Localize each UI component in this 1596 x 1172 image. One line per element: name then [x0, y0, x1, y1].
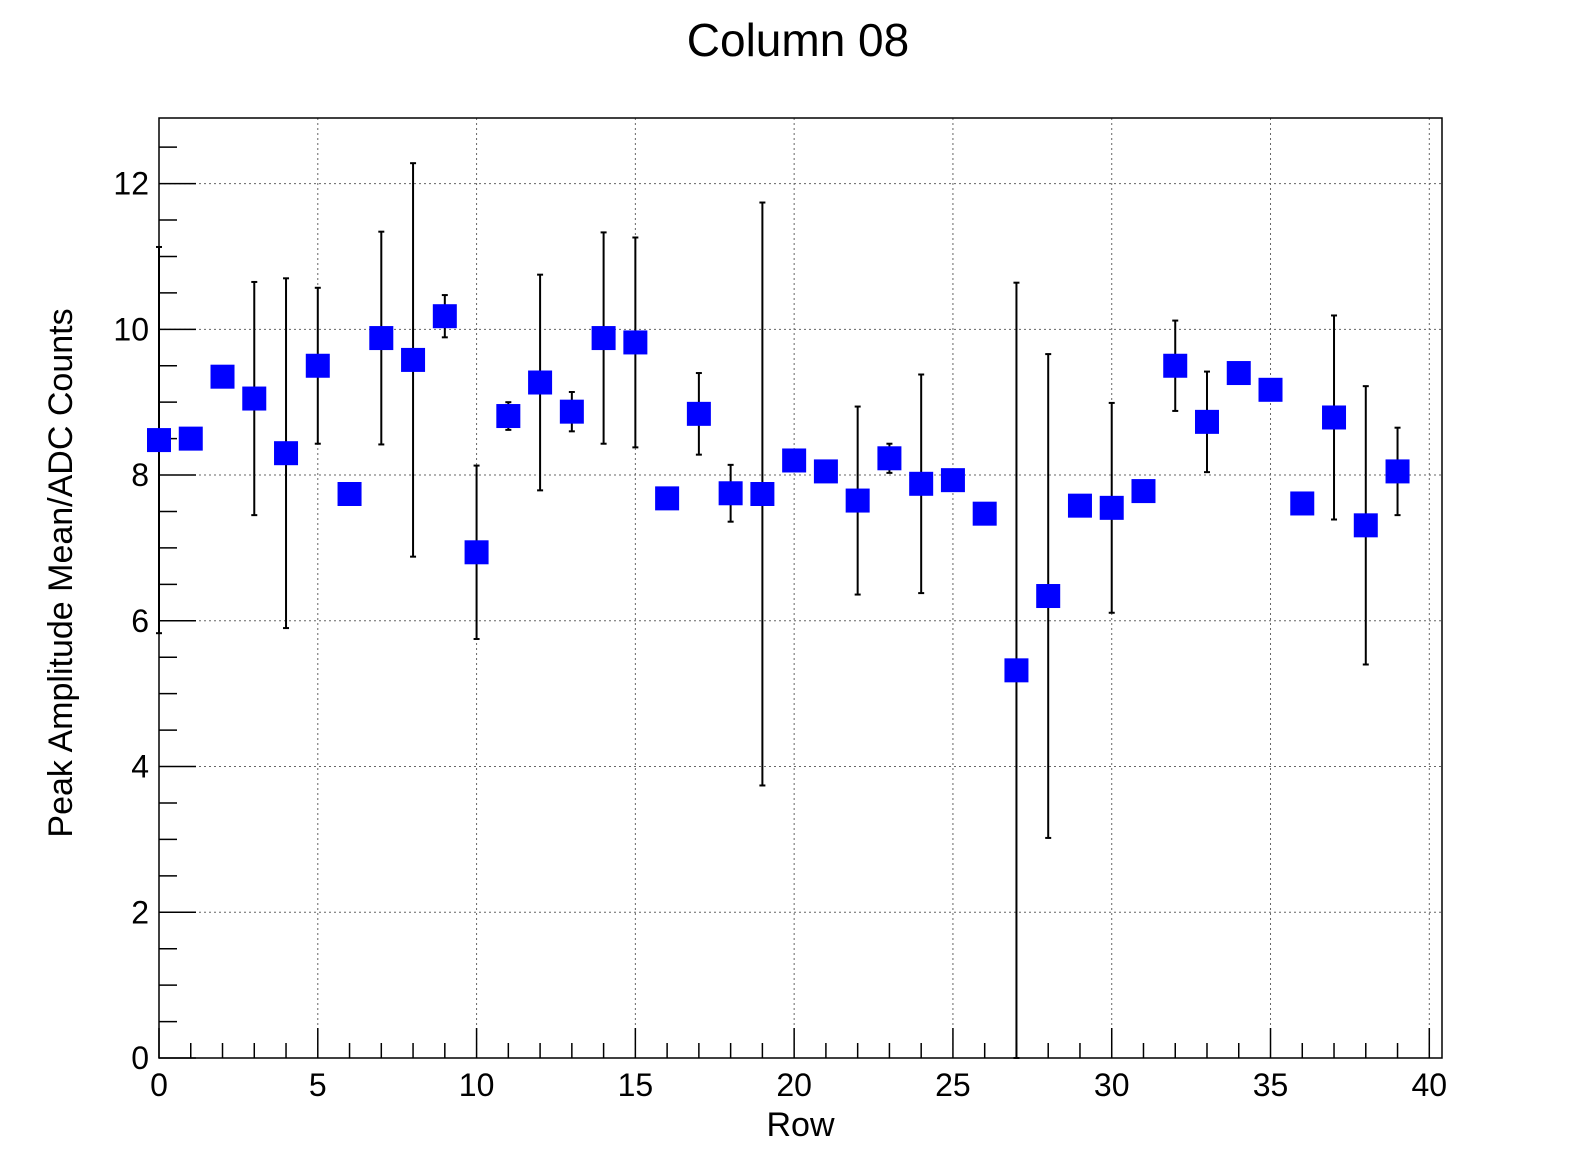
- data-point: [972, 501, 997, 526]
- x-tick-label: 15: [618, 1067, 654, 1103]
- data-point: [718, 481, 743, 506]
- x-tick-label: 10: [459, 1067, 495, 1103]
- data-point: [782, 448, 807, 473]
- y-tick-label: 8: [131, 457, 149, 493]
- y-tick-labels: 0 2 4 6 8 10 12: [113, 166, 149, 1076]
- y-tick-label: 4: [131, 749, 149, 785]
- data-point: [1353, 513, 1378, 538]
- y-tick-label: 0: [131, 1040, 149, 1076]
- y-tick-label: 10: [113, 311, 149, 347]
- x-tick-labels: 0 5 10 15 20 25 30 35 40: [150, 1067, 1447, 1103]
- data-point: [1036, 584, 1061, 609]
- data-point: [655, 486, 680, 511]
- x-tick-label: 0: [150, 1067, 168, 1103]
- data-point: [559, 399, 584, 424]
- data-point: [1194, 409, 1219, 434]
- data-point: [1385, 459, 1410, 484]
- y-tick-label: 2: [131, 894, 149, 930]
- x-tick-label: 30: [1094, 1067, 1130, 1103]
- data-point: [845, 488, 870, 513]
- data-point: [1290, 491, 1315, 516]
- x-axis-title: Row: [766, 1106, 834, 1144]
- data-point: [877, 446, 902, 471]
- data-point: [686, 401, 711, 426]
- data-point: [464, 540, 489, 565]
- x-tick-label: 5: [309, 1067, 327, 1103]
- y-tick-label: 6: [131, 603, 149, 639]
- data-point: [274, 441, 299, 466]
- error-bars: [156, 162, 1401, 1059]
- axis-ticks: [158, 146, 1431, 1059]
- data-point: [1258, 377, 1283, 402]
- data-point: [147, 428, 171, 453]
- data-point: [591, 326, 616, 351]
- data-point: [305, 353, 330, 378]
- y-axis-title: Peak Amplitude Mean/ADC Counts: [42, 308, 80, 837]
- data-point: [242, 386, 267, 411]
- data-point: [369, 326, 394, 351]
- data-point: [750, 482, 775, 506]
- data-point: [1131, 479, 1156, 504]
- x-tick-label: 20: [776, 1067, 812, 1103]
- data-point: [909, 471, 934, 496]
- plot-frame: [158, 117, 1443, 1059]
- data-point: [1067, 493, 1092, 518]
- data-point: [210, 364, 235, 389]
- data-point: [1322, 405, 1347, 430]
- data-point: [178, 426, 203, 451]
- data-point: [1004, 658, 1029, 683]
- data-point: [813, 459, 838, 484]
- data-point: [1226, 361, 1251, 386]
- data-point: [940, 468, 965, 493]
- data-points: [147, 304, 1410, 683]
- data-point: [432, 304, 457, 329]
- data-point: [1099, 495, 1124, 520]
- data-point: [401, 347, 426, 372]
- x-tick-label: 35: [1253, 1067, 1289, 1103]
- grid-lines: [159, 118, 1442, 1058]
- chart-title: Column 08: [687, 14, 909, 66]
- x-tick-label: 25: [935, 1067, 971, 1103]
- y-tick-label: 12: [113, 166, 149, 202]
- x-tick-label: 40: [1412, 1067, 1448, 1103]
- data-point: [623, 330, 648, 355]
- data-point: [1163, 353, 1188, 378]
- data-point: [496, 404, 521, 429]
- data-point: [337, 482, 362, 506]
- data-point: [528, 370, 553, 395]
